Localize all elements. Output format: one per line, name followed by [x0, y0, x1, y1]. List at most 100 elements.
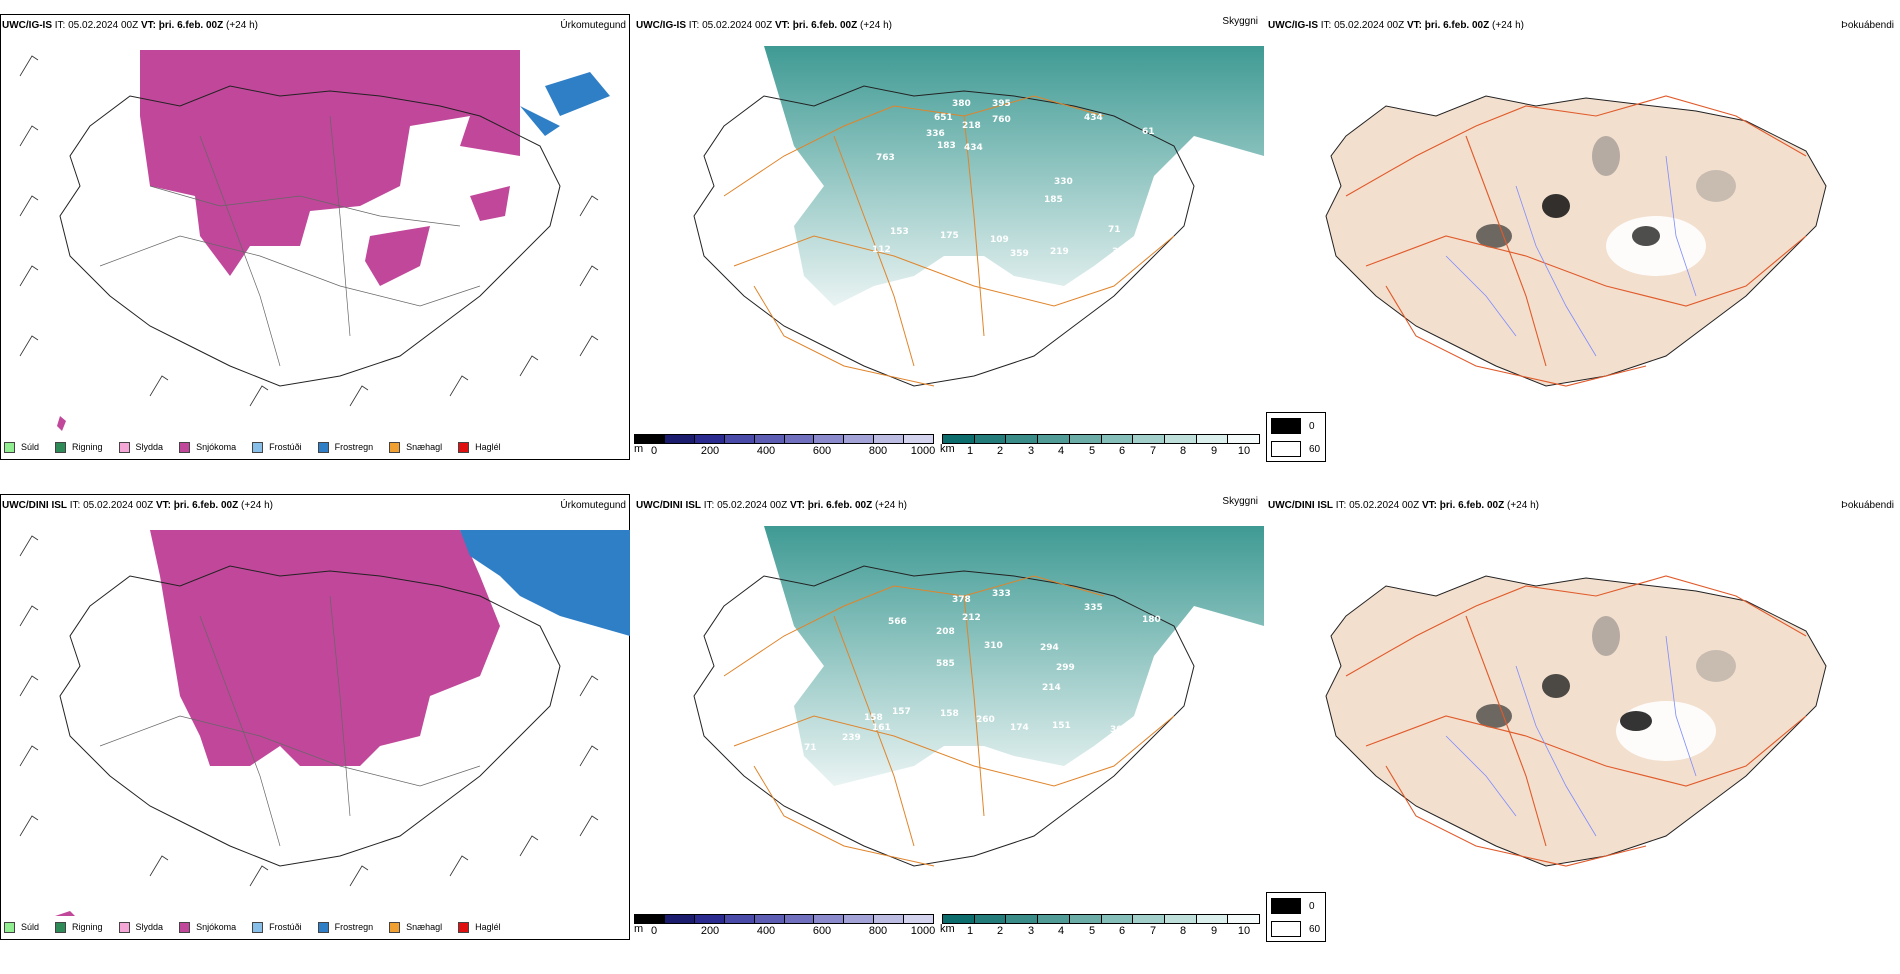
ceiling-scale-cells: [634, 914, 934, 924]
freezing-rain-area: [520, 72, 610, 136]
vt-label: VT:: [140, 20, 156, 31]
ceiling-label: 61: [1142, 127, 1155, 137]
ceiling-label: 395: [992, 99, 1011, 109]
ceiling-label: 566: [888, 617, 907, 627]
fog-legend: 0 60: [1266, 412, 1326, 462]
visibility-scale: 1 2 3 4 5 6 7 8 9 10 km: [940, 914, 1260, 940]
tick-label: 1000: [910, 445, 936, 457]
init-time: 05.02.2024 00Z: [717, 500, 788, 511]
low-visibility-area: [764, 526, 1264, 786]
visibility-map: 378 333 566 212 208 335 180 310 294 585 …: [693, 526, 1264, 867]
ceiling-labels: 651 380 395 218 760 336 183 434 434 61 7…: [872, 99, 1155, 259]
vt-label: VT:: [789, 500, 805, 511]
panel-header: UWC/DINI ISL IT: 05.02.2024 00Z VT: þri.…: [636, 496, 1260, 514]
visibility-map: 651 380 395 218 760 336 183 434 434 61 7…: [693, 46, 1264, 387]
ceiling-scale-ticks: 0 200 400 600 800 1000: [634, 925, 935, 939]
tick-label: 5: [1088, 445, 1096, 457]
ceiling-label: 158: [940, 709, 959, 719]
lead-time: (+24 h): [241, 500, 273, 511]
tick-label: 9: [1210, 445, 1218, 457]
rivers: [1445, 635, 1697, 837]
it-label: IT:: [54, 20, 66, 31]
ceiling-label: 157: [892, 707, 911, 717]
valid-time: þri. 6.feb. 00Z: [1439, 500, 1505, 511]
ceiling-label: 760: [992, 115, 1011, 125]
tick-label: 6: [1118, 925, 1126, 937]
tick-label: 3: [1027, 925, 1035, 937]
ceiling-scale: 0 200 400 600 800 1000 m: [634, 914, 935, 940]
panel-header: UWC/IG-IS IT: 05.02.2024 00Z VT: þri. 6.…: [1268, 20, 1896, 34]
legend-item-frostudi: Frostúði: [252, 439, 302, 455]
legend-label: Snjókoma: [196, 922, 237, 932]
tick-label: 0: [650, 925, 658, 937]
tick-label: 5: [1088, 925, 1096, 937]
ceiling-label: 218: [962, 121, 981, 131]
legend-item-frostregn: Frostregn: [317, 439, 373, 455]
visibility-scale-ticks: 1 2 3 4 5 6 7 8 9 10: [942, 445, 1260, 459]
ceiling-label: 335: [1084, 603, 1103, 613]
fog-map: [1325, 95, 1827, 387]
it-label: IT:: [1320, 20, 1332, 31]
ceiling-label: 219: [1050, 247, 1069, 257]
visibility-scale: 1 2 3 4 5 6 7 8 9 10 km: [940, 434, 1260, 460]
fog-hotspots: [1476, 136, 1736, 276]
model-name: UWC/IG-IS: [636, 20, 686, 31]
roads: [1345, 575, 1807, 867]
ceiling-label: 330: [1054, 177, 1073, 187]
ceiling-label: 212: [962, 613, 981, 623]
legend-item-sull: Súld: [4, 919, 39, 935]
ceiling-label: 158: [864, 713, 883, 723]
tick-label: 0: [650, 445, 658, 457]
legend-item-rigning: Rigning: [55, 919, 103, 935]
forecast-row-dini-isl: UWC/DINI ISL IT: 05.02.2024 00Z VT: þri.…: [0, 494, 1900, 974]
lead-time: (+24 h): [875, 500, 907, 511]
swatch: [4, 921, 15, 933]
visibility-panel: UWC/DINI ISL IT: 05.02.2024 00Z VT: þri.…: [634, 494, 1264, 954]
legend-item-frostudi: Frostúði: [252, 919, 302, 935]
model-name: UWC/DINI ISL: [636, 500, 701, 511]
legend-item-snaehagl: Snæhagl: [389, 919, 442, 935]
vt-label: VT:: [1421, 500, 1437, 511]
swatch: [458, 441, 470, 453]
variable-title: Skyggni: [1222, 16, 1258, 27]
ceiling-label: 183: [937, 141, 956, 151]
swatch: [1271, 921, 1301, 937]
precip-type-map: [19, 530, 630, 916]
model-name: UWC/DINI ISL: [1268, 500, 1333, 511]
swatch: [4, 441, 15, 453]
low-visibility-area: [764, 46, 1264, 306]
visibility-scale-cells: [942, 914, 1260, 924]
tick-label: 3: [1027, 445, 1035, 457]
legend-label: Súld: [21, 922, 40, 932]
legend-item-sull: Súld: [4, 439, 39, 455]
forecast-row-ig-is: UWC/IG-IS IT: 05.02.2024 00Z VT: þri. 6.…: [0, 14, 1900, 494]
ceiling-label: 239: [842, 733, 861, 743]
swatch: [252, 441, 264, 453]
variable-title: Þokuábendi: [1841, 500, 1894, 511]
legend-item-frostregn: Frostregn: [317, 919, 373, 935]
wind-barbs: [19, 55, 599, 407]
visibility-panel: UWC/IG-IS IT: 05.02.2024 00Z VT: þri. 6.…: [634, 14, 1264, 474]
panel-header: UWC/IG-IS IT: 05.02.2024 00Z VT: þri. 6.…: [2, 20, 628, 34]
tick-label: 9: [1210, 925, 1218, 937]
legend-item-haglel: Haglél: [458, 439, 501, 455]
tick-label: 6: [1118, 445, 1126, 457]
tick-label: 400: [756, 445, 776, 457]
ceiling-label: 299: [1056, 663, 1075, 673]
roads: [99, 115, 481, 367]
valid-time: þri. 6.feb. 00Z: [807, 500, 873, 511]
ceiling-label: 359: [1010, 249, 1029, 259]
ceiling-label: 763: [876, 153, 895, 163]
it-label: IT:: [1335, 500, 1347, 511]
ceiling-label: 310: [984, 641, 1003, 651]
tick-label: 1: [966, 925, 974, 937]
legend-label: 60: [1309, 443, 1321, 455]
legend-item-rigning: Rigning: [55, 439, 103, 455]
ceiling-scale: 0 200 400 600 800 1000 m: [634, 434, 936, 460]
ceiling-label: 260: [976, 715, 995, 725]
model-name: UWC/DINI ISL: [2, 500, 67, 511]
vt-label: VT:: [155, 500, 171, 511]
ceiling-label: 336: [926, 129, 945, 139]
model-name: UWC/IG-IS: [1268, 20, 1318, 31]
ceiling-label: 153: [890, 227, 909, 237]
